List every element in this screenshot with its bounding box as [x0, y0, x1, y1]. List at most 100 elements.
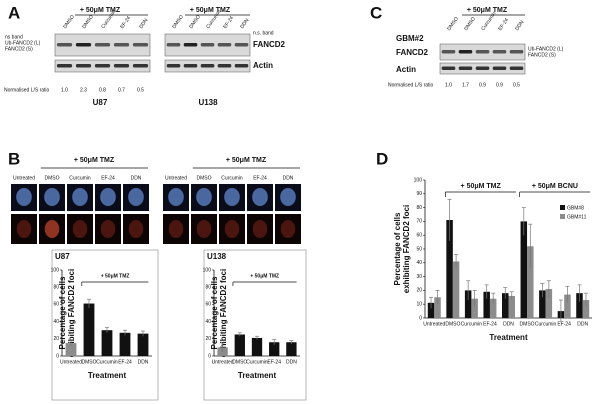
- bar: [464, 290, 472, 318]
- bar: [137, 333, 149, 356]
- chart-title: U87: [55, 252, 70, 261]
- nucleus: [168, 188, 184, 206]
- bar: [508, 295, 515, 318]
- y-tick-label: 100: [51, 267, 60, 273]
- y-tick-label: 20: [205, 336, 211, 342]
- bar: [582, 300, 590, 318]
- panel-label: B: [8, 149, 20, 168]
- ratio-value: 0.9: [496, 82, 503, 88]
- blot-band: [56, 43, 73, 47]
- bar: [489, 298, 497, 318]
- error-bar: [272, 339, 277, 345]
- nucleus: [16, 188, 32, 206]
- error-bar: [87, 298, 91, 308]
- foci: [168, 220, 184, 238]
- error-bar: [255, 335, 259, 340]
- column-label: DMSO: [197, 175, 212, 181]
- panel-label: D: [376, 149, 388, 168]
- column-label: DDN: [283, 175, 294, 181]
- chart-title: U138: [207, 252, 227, 261]
- column-label: EF-24: [101, 175, 115, 181]
- ratio-value: 0.9: [479, 82, 486, 88]
- panel-label: C: [370, 3, 382, 22]
- error-bar: [528, 223, 533, 269]
- column-label: Untreated: [13, 175, 35, 181]
- foci: [280, 220, 296, 238]
- protein-label: FANCD2: [396, 48, 429, 57]
- lane-label: DMSO: [188, 14, 202, 30]
- error-bar: [141, 330, 145, 337]
- blot-band: [200, 64, 215, 68]
- bar: [65, 343, 77, 356]
- nucleus: [224, 188, 240, 206]
- blot-band: [75, 43, 92, 47]
- blot-band: [475, 50, 490, 54]
- error-bar: [558, 299, 563, 323]
- y-tick-label: 100: [414, 177, 423, 183]
- loading-label: Actin: [396, 65, 416, 74]
- legend-swatch: [560, 205, 565, 210]
- y-tick-label: 30: [416, 274, 422, 280]
- ratio-value: 1.0: [61, 87, 68, 93]
- column-label: Curcumin: [221, 175, 243, 181]
- blot-band: [441, 50, 456, 54]
- nucleus: [252, 188, 268, 206]
- y-axis-label: exhibiting FANCD2 foci: [402, 205, 411, 293]
- blot-band: [475, 66, 490, 70]
- x-tick-label: DDN: [286, 359, 297, 365]
- x-tick-label: Untreated: [212, 359, 234, 365]
- x-tick-label: DMSO: [520, 321, 535, 327]
- y-axis-label: Percentage of cells: [210, 276, 219, 349]
- error-bar: [429, 296, 434, 309]
- ratio-value: 0.7: [118, 87, 125, 93]
- bar: [446, 220, 453, 318]
- bar: [101, 330, 113, 356]
- error-bar: [491, 292, 496, 305]
- blot-band: [183, 64, 198, 68]
- y-tick-label: 10: [416, 302, 422, 308]
- error-bar: [509, 291, 514, 301]
- x-tick-label: EF-24: [118, 359, 132, 365]
- nucleus: [44, 188, 60, 206]
- ratio-value: 0.5: [137, 87, 144, 93]
- blot-band: [166, 64, 181, 68]
- lane-label: DMSO: [446, 16, 460, 32]
- foci: [196, 220, 212, 238]
- ratio-value: 0.5: [513, 82, 520, 88]
- y-tick-label: 50: [416, 246, 422, 252]
- lane-label: EF-24: [119, 15, 132, 30]
- ratio-value: 1.0: [445, 82, 452, 88]
- blot-band: [183, 43, 198, 47]
- error-bar: [521, 207, 526, 236]
- y-tick-label: 60: [416, 233, 422, 239]
- column-label: DMSO: [45, 175, 60, 181]
- protein-label: FANCD2: [253, 40, 286, 49]
- y-tick-label: 0: [56, 353, 59, 359]
- ratio-value: 1.7: [462, 82, 469, 88]
- x-tick-label: Curcumin: [535, 321, 557, 327]
- foci: [44, 220, 60, 238]
- x-tick-label: EF-24: [267, 359, 281, 365]
- bar: [576, 293, 583, 318]
- error-bar: [447, 198, 452, 241]
- panel-label: A: [8, 3, 20, 22]
- blot-band: [492, 50, 507, 54]
- blot-band: [132, 64, 149, 68]
- blot-band: [56, 64, 73, 68]
- annotation: + 50μM TMZ: [250, 273, 279, 279]
- treatment-label: + 50μM TMZ: [190, 7, 231, 14]
- y-tick-label: 20: [416, 288, 422, 294]
- error-bar: [220, 342, 225, 352]
- ratio-label: Normalised L/S ratio: [4, 87, 50, 93]
- y-tick-label: 40: [205, 319, 211, 325]
- blot-band: [166, 43, 181, 47]
- lane-label: EF-24: [222, 15, 235, 30]
- bar: [539, 290, 546, 318]
- x-tick-label: EF-24: [483, 321, 497, 327]
- blot-band: [94, 64, 111, 68]
- bar: [502, 293, 509, 318]
- y-tick-label: 60: [53, 302, 59, 308]
- y-tick-label: 40: [416, 260, 422, 266]
- treatment-label: + 50μM TMZ: [80, 7, 121, 14]
